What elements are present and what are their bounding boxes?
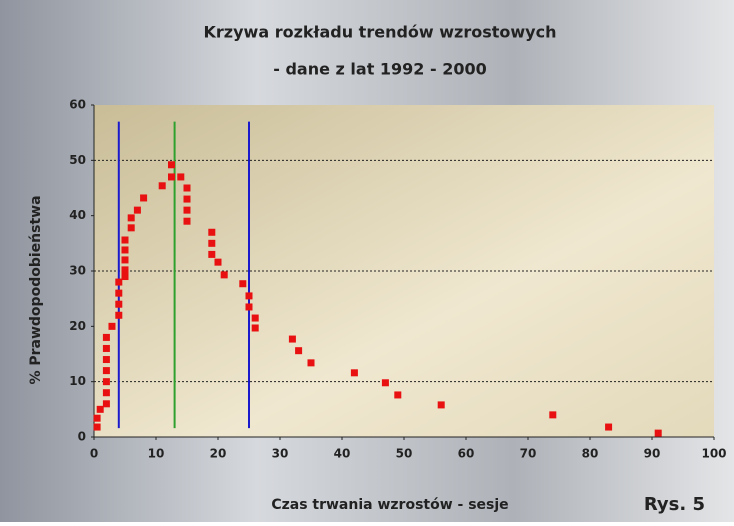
point — [121, 266, 129, 274]
point — [245, 303, 253, 311]
point — [102, 378, 110, 386]
point — [140, 194, 148, 202]
point — [239, 280, 247, 288]
x-tick-label: 100 — [701, 447, 726, 461]
point — [183, 184, 191, 192]
x-tick-label: 30 — [272, 447, 289, 461]
point — [168, 161, 175, 169]
point — [158, 182, 166, 190]
point — [350, 369, 358, 377]
point — [121, 246, 129, 254]
point — [102, 367, 110, 375]
x-tick-label: 80 — [582, 447, 599, 461]
y-tick-label: 50 — [69, 153, 86, 167]
point — [115, 278, 123, 286]
point — [605, 423, 613, 431]
point — [115, 289, 123, 297]
point — [177, 173, 185, 181]
point — [214, 258, 222, 266]
y-tick-label: 40 — [69, 208, 86, 222]
point — [102, 333, 110, 341]
point — [93, 414, 101, 422]
point — [108, 322, 116, 330]
point — [381, 379, 389, 387]
point — [102, 356, 110, 364]
x-tick-label: 0 — [90, 447, 98, 461]
point — [93, 423, 101, 431]
point — [96, 405, 104, 413]
point — [251, 324, 259, 332]
point — [133, 206, 141, 214]
point — [115, 300, 123, 308]
y-tick-label: 60 — [69, 98, 86, 112]
point — [288, 335, 296, 343]
point — [168, 173, 175, 181]
y-tick-label: 10 — [69, 374, 86, 388]
point — [121, 236, 129, 244]
point — [307, 359, 315, 367]
point — [102, 400, 110, 408]
point — [102, 344, 110, 352]
point — [208, 239, 216, 247]
x-tick-label: 20 — [210, 447, 227, 461]
point — [183, 217, 191, 225]
point — [127, 224, 135, 232]
point — [208, 250, 216, 258]
point — [394, 391, 402, 399]
point — [245, 292, 253, 300]
point — [654, 429, 662, 437]
point — [183, 195, 191, 203]
x-tick-label: 10 — [148, 447, 165, 461]
x-axis-label: Czas trwania wzrostów - sesje — [271, 497, 508, 513]
chart-title: Krzywa rozkładu trendów wzrostowych — [204, 23, 557, 42]
point — [295, 347, 303, 355]
point — [121, 273, 129, 281]
y-axis-label: % Prawdopodobieństwa — [28, 195, 44, 384]
y-tick-label: 0 — [78, 430, 86, 444]
point — [437, 401, 445, 409]
x-tick-label: 40 — [334, 447, 351, 461]
x-tick-label: 90 — [644, 447, 661, 461]
y-tick-label: 30 — [69, 264, 86, 278]
x-tick-label: 50 — [396, 447, 413, 461]
point — [220, 271, 228, 279]
annotation: Rys. 5 — [644, 494, 705, 515]
point — [115, 311, 123, 319]
point — [208, 228, 216, 236]
point — [549, 411, 557, 419]
y-tick-label: 20 — [69, 319, 86, 333]
point — [127, 214, 135, 222]
chart-subtitle: - dane z lat 1992 - 2000 — [273, 60, 487, 79]
point — [121, 256, 129, 264]
x-tick-label: 60 — [458, 447, 475, 461]
point — [183, 206, 191, 214]
point — [102, 389, 110, 397]
point — [251, 314, 259, 322]
x-tick-label: 70 — [520, 447, 537, 461]
